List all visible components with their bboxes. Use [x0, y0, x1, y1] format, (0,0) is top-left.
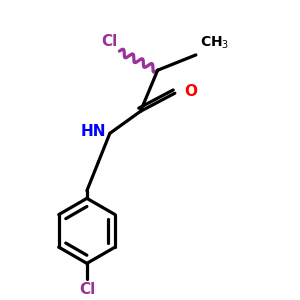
Text: O: O — [184, 84, 197, 99]
Text: CH$_3$: CH$_3$ — [200, 35, 229, 51]
Text: Cl: Cl — [79, 283, 95, 298]
Text: HN: HN — [80, 124, 106, 139]
Text: Cl: Cl — [101, 34, 118, 49]
